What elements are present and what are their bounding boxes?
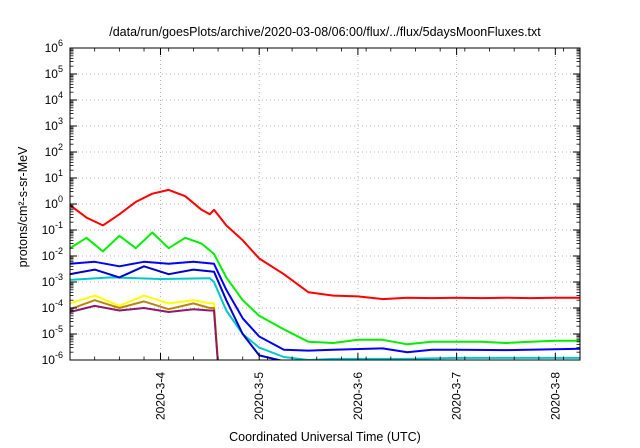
- series-line-6: [70, 294, 219, 360]
- y-tick-label: 10-4: [42, 298, 63, 315]
- y-tick-label-base: 10: [42, 223, 56, 237]
- y-tick-label: 104: [45, 90, 63, 107]
- y-tick-label-base: 10: [45, 119, 59, 133]
- x-tick-label: 2020-3-5: [252, 372, 266, 420]
- y-tick-label-exp: 0: [58, 194, 63, 204]
- y-tick-label: 101: [45, 168, 63, 185]
- y-tick-label-exp: 5: [58, 64, 63, 74]
- y-tick-label: 102: [45, 142, 63, 159]
- y-tick-label-exp: -5: [55, 324, 63, 334]
- y-tick-label-exp: 3: [58, 116, 63, 126]
- y-tick-label-base: 10: [42, 249, 56, 263]
- ticks: [69, 47, 580, 361]
- y-tick-labels: 10610510410310210110010-110-210-310-410-…: [42, 38, 63, 367]
- y-tick-label: 100: [45, 194, 63, 211]
- y-tick-label-base: 10: [45, 67, 59, 81]
- y-tick-label-base: 10: [45, 93, 59, 107]
- y-tick-label: 10-5: [42, 324, 63, 341]
- y-tick-label-exp: -3: [55, 272, 63, 282]
- y-axis-label: protons/cm²-s-sr-MeV: [16, 146, 30, 268]
- x-tick-label: 2020-3-6: [351, 372, 365, 420]
- series-line-7: [70, 299, 219, 360]
- y-tick-label-base: 10: [45, 197, 59, 211]
- x-axis-label: Coordinated Universal Time (UTC): [229, 430, 421, 444]
- chart-title: /data/run/goesPlots/archive/2020-03-08/0…: [109, 25, 541, 39]
- y-tick-label: 103: [45, 116, 63, 133]
- y-tick-label: 105: [45, 64, 63, 81]
- y-tick-label: 10-6: [42, 350, 63, 367]
- y-tick-label-exp: 2: [58, 142, 63, 152]
- y-tick-label-base: 10: [42, 275, 56, 289]
- y-tick-label-base: 10: [45, 41, 59, 55]
- y-tick-label-exp: -2: [55, 246, 63, 256]
- y-tick-label-base: 10: [45, 171, 59, 185]
- series-line-8: [70, 304, 219, 360]
- y-tick-label-exp: 4: [58, 90, 63, 100]
- x-tick-label: 2020-3-7: [450, 372, 464, 420]
- y-tick-label-exp: -4: [55, 298, 63, 308]
- series-line-4: [70, 260, 580, 354]
- x-tick-label: 2020-3-8: [548, 372, 562, 420]
- grid: [70, 48, 580, 360]
- series-line-5: [70, 265, 284, 360]
- series-group: [70, 188, 580, 360]
- y-tick-label-exp: -1: [55, 220, 63, 230]
- y-tick-label: 10-3: [42, 272, 63, 289]
- x-tick-labels: 2020-3-4 2020-3-5 2020-3-6 2020-3-7 2020-3-8: [153, 372, 562, 420]
- y-tick-label: 10-2: [42, 246, 63, 263]
- y-tick-label-exp: -6: [55, 350, 63, 360]
- series-line-1: [70, 188, 580, 301]
- y-tick-label: 10-1: [42, 220, 63, 237]
- y-tick-label-base: 10: [42, 353, 56, 367]
- y-tick-label-exp: 6: [58, 38, 63, 48]
- y-tick-label-exp: 1: [58, 168, 63, 178]
- y-tick-label-base: 10: [42, 327, 56, 341]
- x-tick-label: 2020-3-4: [153, 372, 167, 420]
- y-tick-label: 106: [45, 38, 63, 55]
- y-tick-label-base: 10: [45, 145, 59, 159]
- series-line-3: [70, 276, 580, 360]
- y-tick-label-base: 10: [42, 301, 56, 315]
- series-line-2: [70, 231, 580, 346]
